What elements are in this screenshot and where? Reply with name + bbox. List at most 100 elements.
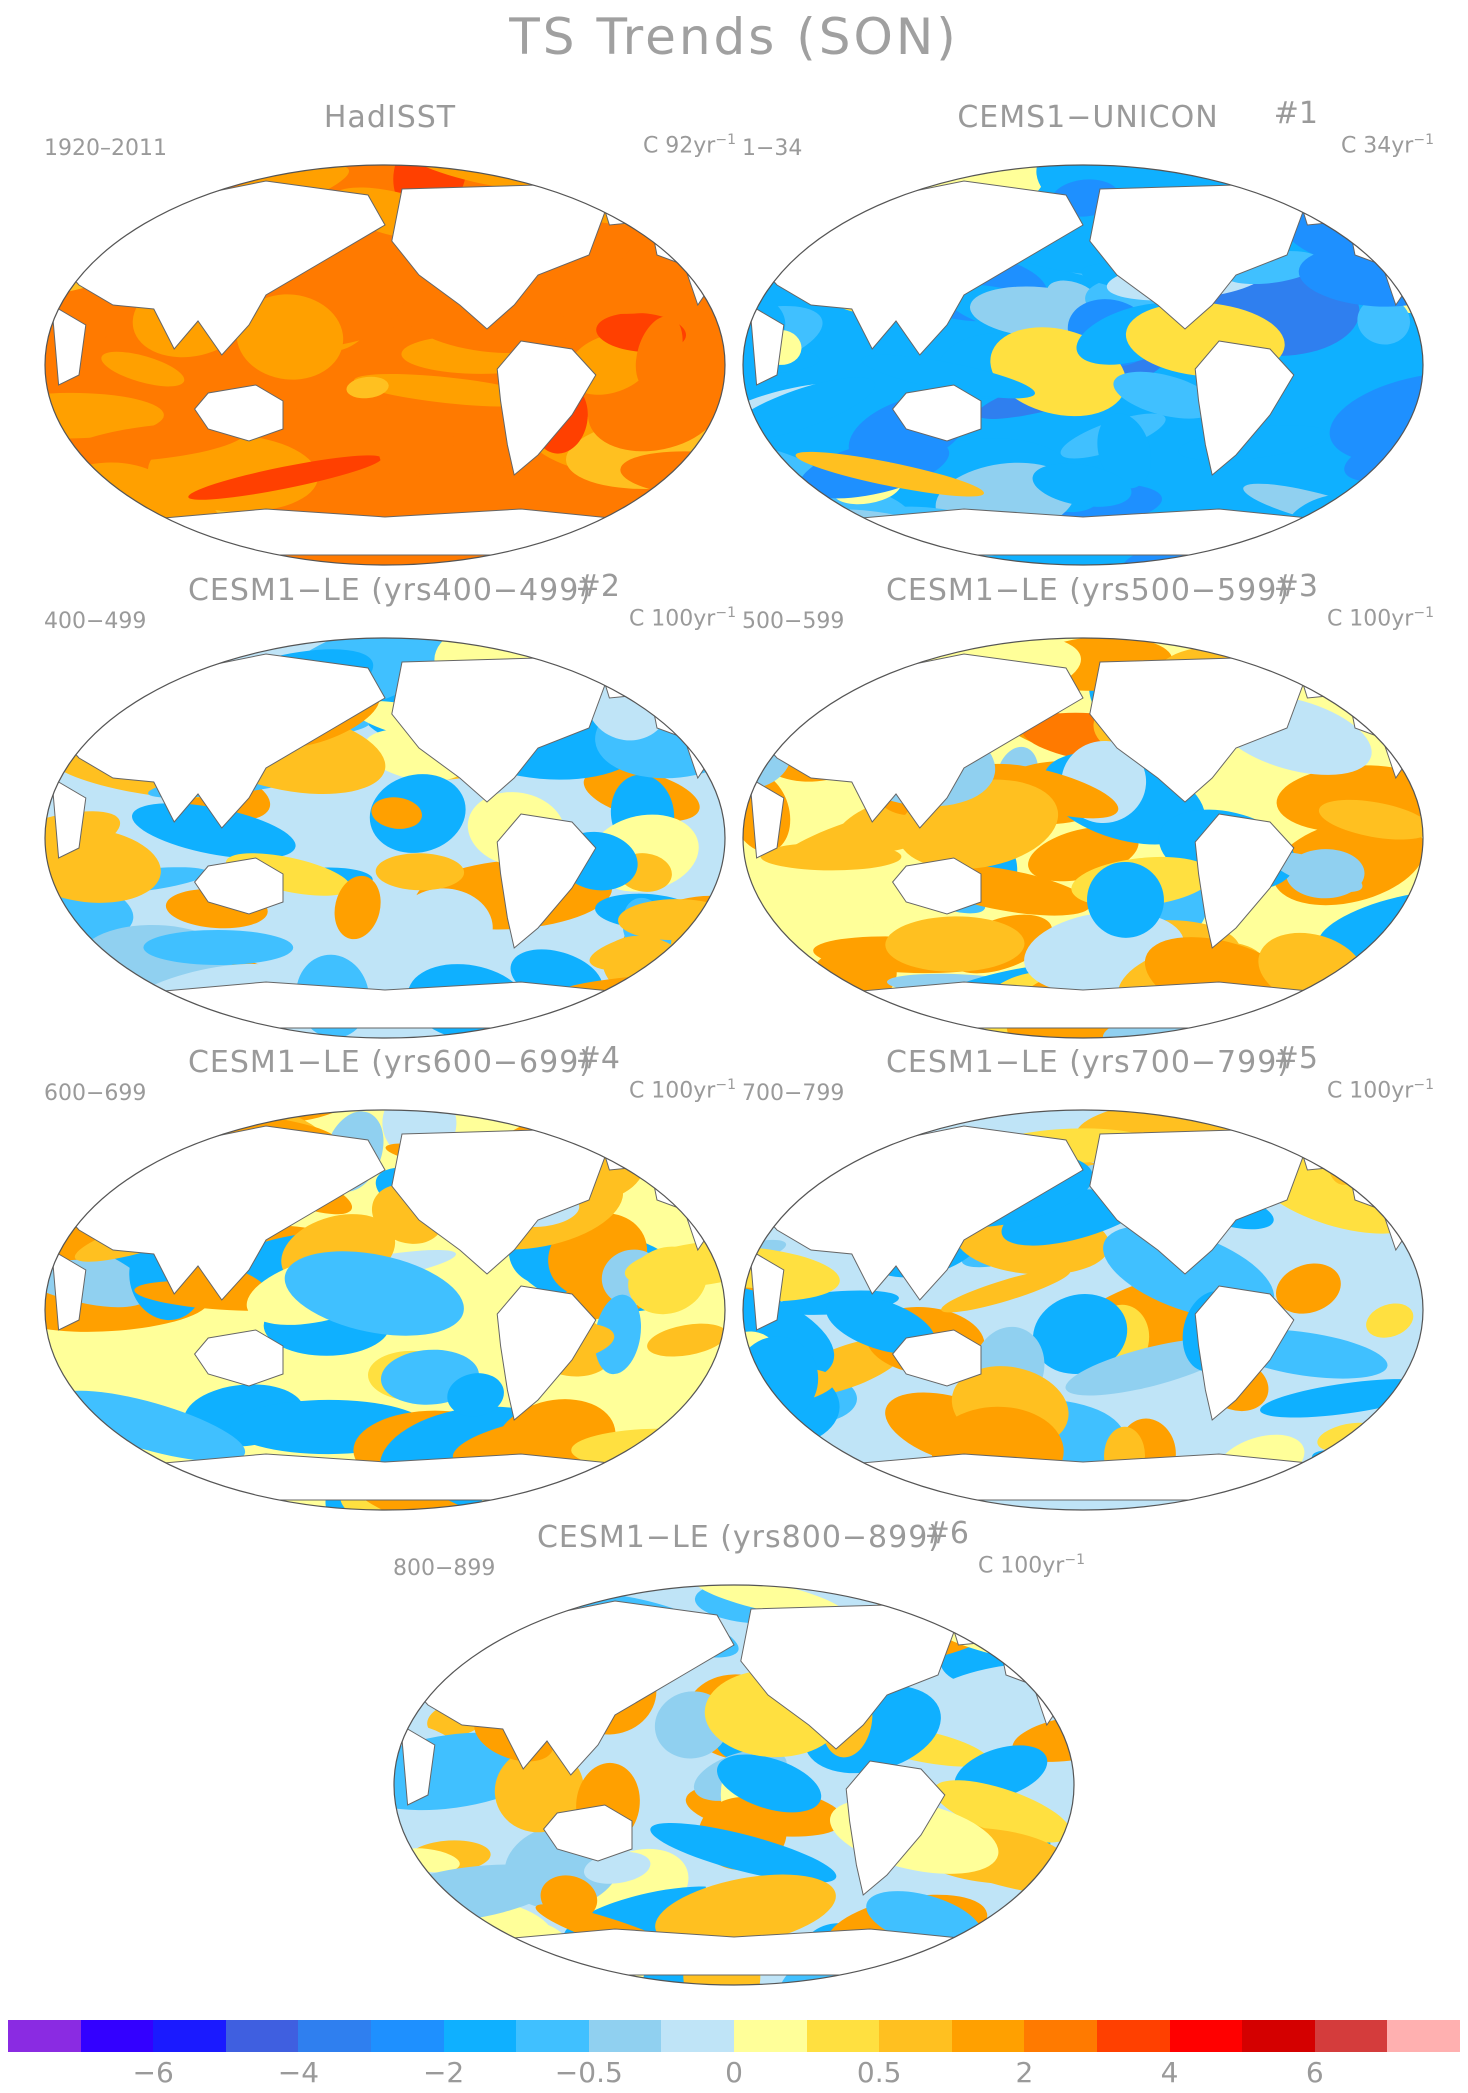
colorbar-swatch xyxy=(1242,2020,1315,2052)
panel-title: CEMS1−UNICON xyxy=(957,100,1219,135)
trend-map xyxy=(44,1109,726,1511)
anomaly-region xyxy=(1298,1461,1374,1502)
anomaly-region xyxy=(397,888,493,964)
anomaly-region xyxy=(334,875,381,940)
landmass-samerica xyxy=(496,1285,597,1421)
panel-years: 1−34 xyxy=(742,136,803,161)
anomaly-region xyxy=(594,1294,642,1375)
anomaly-region xyxy=(1032,463,1132,507)
trend-map xyxy=(393,1584,1075,1986)
anomaly-region xyxy=(447,1373,504,1417)
anomaly-region xyxy=(1260,1379,1423,1418)
anomaly-region xyxy=(494,1747,584,1833)
anomaly-region xyxy=(371,797,422,829)
anomaly-region xyxy=(1032,1294,1128,1374)
colorbar-swatch xyxy=(733,2020,807,2052)
colorbar-swatch xyxy=(1314,2020,1388,2052)
colorbar-swatch xyxy=(516,2020,589,2052)
colorbar-tick-label: 4 xyxy=(1160,2056,1179,2089)
anomaly-region xyxy=(861,354,1035,399)
panel-number: #5 xyxy=(1273,1041,1318,1076)
landmass-africa xyxy=(51,777,87,859)
colorbar-swatch xyxy=(1387,2020,1460,2052)
anomaly-region xyxy=(753,683,797,737)
anomaly-region xyxy=(143,929,294,966)
landmass-australia xyxy=(891,384,982,442)
anomaly-region xyxy=(346,376,389,399)
anomaly-region xyxy=(1329,372,1423,464)
anomaly-region xyxy=(284,1251,464,1336)
landmass-africa xyxy=(749,304,785,386)
anomaly-region xyxy=(592,165,643,200)
colorbar-swatch xyxy=(80,2020,154,2052)
panel-units: C 100yr−1 xyxy=(977,1552,1085,1579)
anomaly-region xyxy=(394,1959,474,1985)
landmass-africa xyxy=(51,1249,87,1331)
anomaly-region xyxy=(945,1940,1034,1985)
colorbar-tick-label: 0.5 xyxy=(856,2056,902,2089)
anomaly-region xyxy=(941,1268,1071,1313)
panel-years: 700−799 xyxy=(742,1081,845,1106)
panel-number: #2 xyxy=(575,569,620,604)
map-outline xyxy=(742,637,1424,1039)
anomaly-region xyxy=(1087,861,1164,938)
anomaly-region xyxy=(822,1126,874,1152)
anomaly-region xyxy=(655,1874,836,1948)
panel-years: 400−499 xyxy=(44,609,147,634)
colorbar-swatch xyxy=(661,2020,734,2052)
landmass-samerica xyxy=(1194,813,1295,949)
map-outline xyxy=(393,1584,1075,1986)
map-panel: CESM1−LE (yrs400−499) #2 400−499 C 100yr−1 xyxy=(40,569,740,1039)
anomaly-region xyxy=(743,1409,782,1449)
panel-years: 500−599 xyxy=(742,609,845,634)
landmass-africa xyxy=(51,304,87,386)
panel-title: CESM1−LE (yrs700−799) xyxy=(885,1045,1291,1080)
anomaly-region xyxy=(67,422,245,462)
panel-number: #3 xyxy=(1273,569,1318,604)
anomaly-region xyxy=(639,1479,725,1510)
anomaly-region xyxy=(330,842,395,869)
anomaly-region xyxy=(760,842,902,871)
landmass-australia xyxy=(193,1329,284,1387)
colorbar-swatch xyxy=(370,2020,444,2052)
anomaly-region xyxy=(540,1875,598,1921)
trend-map xyxy=(742,637,1424,1039)
map-panel: CESM1−LE (yrs800−899) #6 800−899 C 100yr−1 xyxy=(389,1516,1089,1986)
panel-title: CESM1−LE (yrs800−899) xyxy=(536,1520,942,1555)
colorbar-swatch xyxy=(298,2020,371,2052)
map-outline xyxy=(44,164,726,566)
colorbar-swatch xyxy=(1096,2020,1170,2052)
landmass-samerica xyxy=(845,1760,946,1896)
landmass-africa xyxy=(749,777,785,859)
anomaly-region xyxy=(628,1246,707,1315)
colorbar xyxy=(8,2020,1460,2052)
map-panel: CEMS1−UNICON #1 1−34 C 34yr−1 xyxy=(738,96,1438,566)
anomaly-region xyxy=(236,294,344,380)
anomaly-region xyxy=(974,1585,1020,1611)
colorbar-tick-label: −6 xyxy=(132,2056,174,2089)
colorbar-tick-label: 0 xyxy=(725,2056,743,2089)
anomaly-region xyxy=(45,533,110,565)
anomaly-region xyxy=(971,1585,1074,1622)
trend-map xyxy=(44,164,726,566)
colorbar-tick-label: −0.5 xyxy=(554,2056,623,2089)
anomaly-region xyxy=(582,1009,725,1038)
panel-years: 1920–2011 xyxy=(44,136,167,161)
anomaly-region xyxy=(188,455,382,500)
anomaly-region xyxy=(970,1925,1074,1985)
landmass-samerica xyxy=(496,813,597,949)
anomaly-region xyxy=(537,261,725,314)
anomaly-region xyxy=(1269,852,1363,892)
anomaly-region xyxy=(717,1754,822,1813)
map-outline xyxy=(44,637,726,1039)
colorbar-swatch xyxy=(806,2020,880,2052)
anomaly-region xyxy=(53,1390,246,1462)
panel-title: CESM1−LE (yrs500−599) xyxy=(885,573,1291,608)
anomaly-region xyxy=(635,316,683,391)
panel-units: C 92yr−1 xyxy=(642,132,736,159)
colorbar-swatch xyxy=(879,2020,952,2052)
main-title: TS Trends (SON) xyxy=(509,8,959,66)
panel-number: #6 xyxy=(924,1516,969,1551)
panel-units: C 34yr−1 xyxy=(1340,132,1434,159)
panel-title: CESM1−LE (yrs600−699) xyxy=(187,1045,593,1080)
